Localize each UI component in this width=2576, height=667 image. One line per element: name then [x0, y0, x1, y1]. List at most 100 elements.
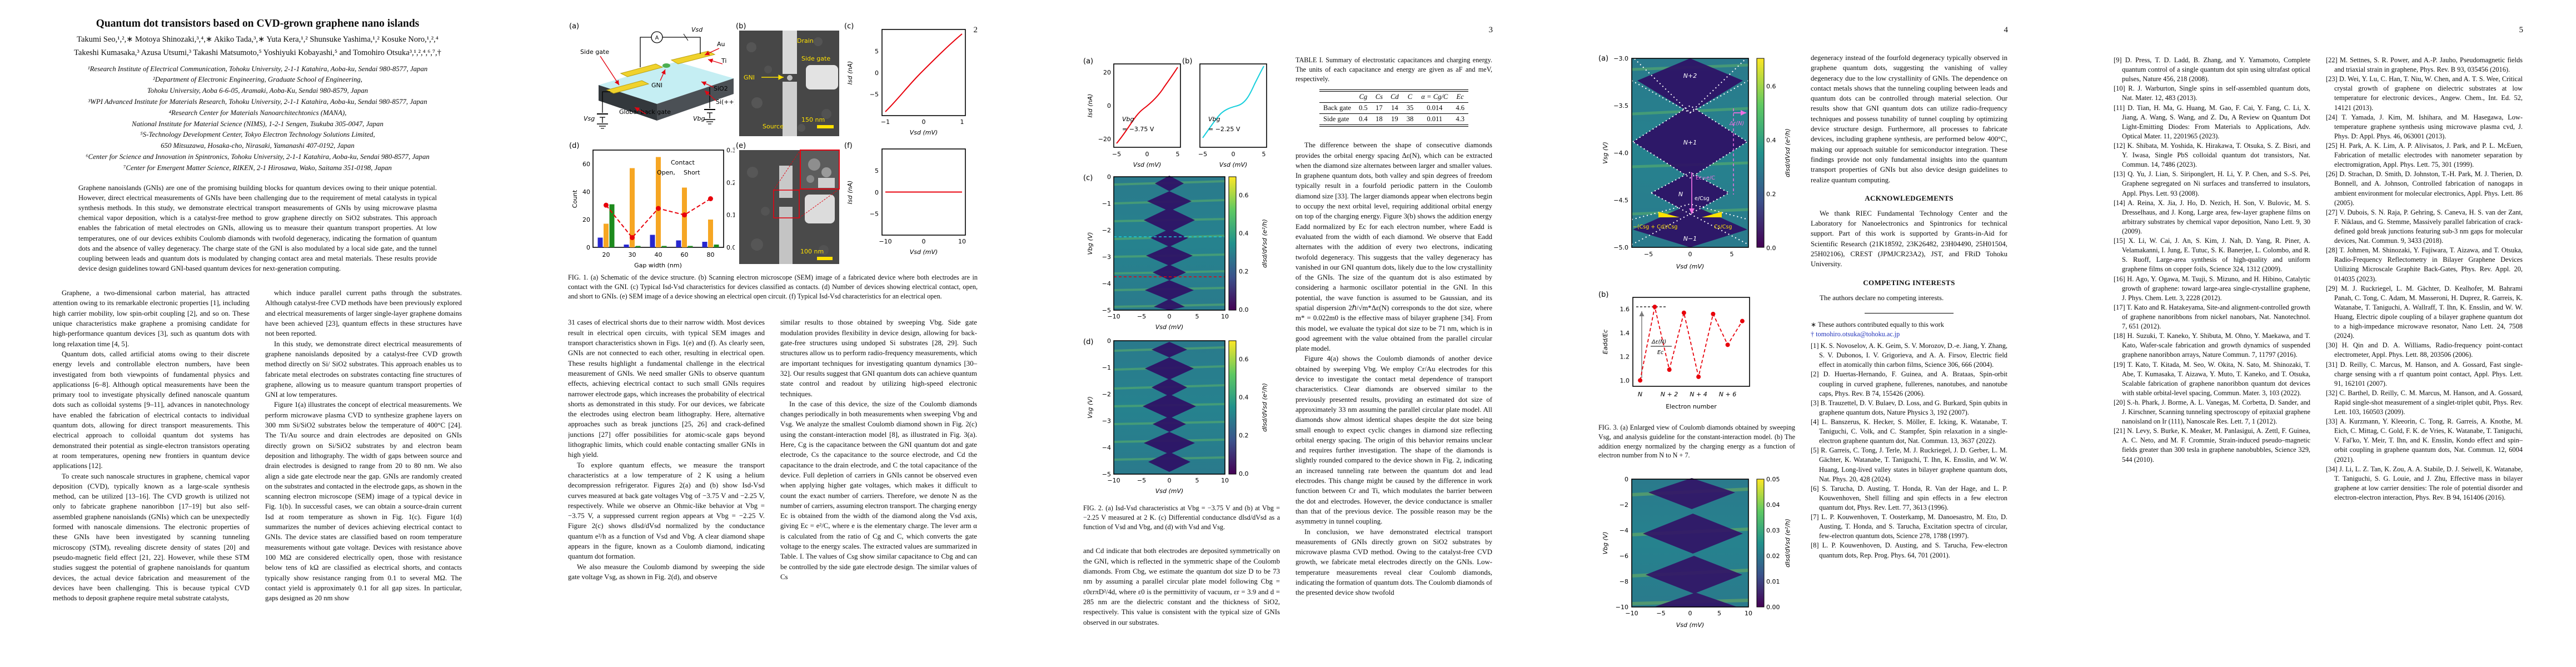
fig3b-ylabel: Eadd/Ec [1602, 330, 1609, 354]
paragraph: To create such nanoscale structures in g… [53, 472, 250, 603]
reference-item: [27] V. Dubois, S. N. Raja, P. Gehring, … [2326, 208, 2523, 245]
svg-text:0.1: 0.1 [726, 212, 735, 219]
fig1c-xticks: −1 0 1 [881, 118, 964, 126]
ammeter-label: A [655, 35, 659, 41]
svg-text:5: 5 [1176, 151, 1180, 158]
fig3a-nm1-label: N−1 [1683, 235, 1697, 242]
svg-text:−2: −2 [1102, 391, 1111, 398]
svg-text:0: 0 [922, 238, 926, 245]
fig1d-y2ticks: 0.0 0.1 0.2 0.3 [726, 147, 735, 251]
page3-col1-text: and Cd indicate that both electrodes are… [1083, 546, 1280, 627]
page4-col2: degeneracy instead of the fourfold degen… [1811, 53, 2007, 645]
fig1a-vbg-label: Vbg [693, 115, 705, 122]
svg-text:0.6: 0.6 [1239, 356, 1249, 363]
fig2-ylabel: Isd (nA) [1087, 94, 1094, 118]
svg-text:−5.0: −5.0 [1613, 244, 1628, 251]
fig1c-panel-label: (c) [844, 22, 854, 31]
fig1f-panel-label: (f) [844, 142, 853, 150]
footnote-email-link[interactable]: † tomohiro.otsuka@tohoku.ac.jp [1811, 330, 1900, 339]
svg-text:1.2: 1.2 [1620, 354, 1630, 361]
page-number: 5 [2519, 26, 2524, 34]
svg-text:−3.5: −3.5 [1613, 102, 1628, 109]
affiliation-line: Tohoku University, Aoba 6-6-05, Aramaki,… [147, 87, 368, 95]
fig1a-side-gate-label: Side gate [580, 48, 609, 56]
table-header-row: Cg Cs Cd C α = Cg/C Ec [1319, 91, 1469, 103]
zoom-region-box [773, 190, 800, 218]
reference-item: [5] R. Garreis, C. Tong, J. Terle, M. J.… [1811, 446, 2007, 483]
th [1319, 91, 1355, 103]
competing-interests-text: The authors declare no competing interes… [1820, 293, 1944, 302]
fig3a-ann5: Cs/Csg [1714, 224, 1732, 230]
page-4: 4 (a) [1546, 0, 2061, 667]
reference-item: [18] H. Suzuki, T. Kaneko, Y. Shibuta, M… [2114, 332, 2310, 359]
page3-columns: (a) (b) 20 0 −20 −5 0 5 −5 0 5 Isd (nA) Vsd (m… [1083, 56, 1493, 628]
svg-text:0.4: 0.4 [1766, 137, 1776, 144]
authors-line-1: Takumi Seo,¹,²,∗ Motoya Shinozaki,³,⁴,∗ … [77, 35, 439, 44]
svg-text:1.6: 1.6 [1620, 306, 1630, 313]
th: Ec [1456, 93, 1464, 101]
paragraph: To explore quantum effects, we measure t… [568, 461, 765, 561]
svg-text:−5: −5 [1102, 307, 1111, 314]
fig2a-note1: Vbg [1122, 116, 1134, 123]
paragraph: In this study, we demonstrate direct ele… [265, 340, 462, 399]
fig1d-histogram: (d) 0 20 40 60 0.0 0.1 0.2 0.3 20 30 40 60 80 Coun… [569, 142, 735, 269]
svg-text:−4: −4 [1102, 280, 1111, 287]
svg-text:0: 0 [1232, 151, 1235, 158]
substrate-front [657, 78, 734, 121]
svg-text:−5: −5 [1198, 151, 1207, 158]
fig3a-ann3: e/Csg [1695, 196, 1710, 202]
svg-text:40: 40 [655, 251, 662, 258]
fig2b-note1: Vbg [1208, 116, 1220, 123]
svg-text:5: 5 [1730, 251, 1734, 258]
reference-item: [24] T. Yamada, J. Kim, M. Ishihara, and… [2326, 113, 2523, 140]
svg-text:−6: −6 [1620, 552, 1628, 560]
svg-text:0.2: 0.2 [1766, 191, 1776, 198]
fig1b-drain-label: Drain [797, 37, 814, 44]
fig2b-xticks: −5 0 5 [1198, 151, 1266, 158]
fig2c-ylabel: Vbg (V) [1087, 232, 1094, 255]
reference-item: [6] S. Tarucha, D. Austing, T. Honda, R.… [1811, 484, 2007, 511]
fig1c-yticks: 5 0 −5 [870, 48, 879, 98]
fig3b-panel-label: (b) [1598, 291, 1608, 299]
svg-text:N: N [1638, 391, 1642, 398]
fig2d-coulomb-map: (d) [1083, 337, 1268, 495]
references-left-column: [9] D. Press, T. D. Ladd, B. Zhang, and … [2114, 56, 2310, 502]
affiliation-line: ²Department of Electronic Engineering, G… [153, 76, 362, 84]
page-number: 2 [973, 26, 978, 34]
affiliation-line: ⁶Center for Science and Innovation in Sp… [86, 153, 430, 161]
reference-item: [20] S.-h. Phark, J. Borme, A. L. Vanega… [2114, 398, 2310, 426]
svg-text:0.00: 0.00 [1766, 604, 1780, 611]
page1-col2: which induce parallel current paths thro… [265, 288, 462, 603]
page-5: 5 [9] D. Press, T. D. Ladd, B. Zhang, an… [2061, 0, 2576, 667]
svg-text:20: 20 [602, 251, 610, 258]
fig3a-cbar-label: dIsd/dVsd (e²/h) [1784, 128, 1791, 177]
reference-item: [2] D. Huertas-Hernando, F. Guinea, and … [1811, 370, 2007, 397]
fig2a-xticks: −5 0 5 [1112, 151, 1180, 158]
fig1b-sem-image: (b) Drain Side gate GNI Source 150 nm [736, 22, 839, 136]
svg-text:−10: −10 [879, 238, 891, 245]
page-3: 3 (a) (b) 20 0 −20 −5 0 5 −5 0 5 Isd (n [1030, 0, 1546, 667]
fig1c-iv-plot: (c) 5 0 −5 −1 0 1 Isd (nA) Vsd (mV) [844, 22, 966, 136]
fig2c-cbar-label: dIsd/dVsd (e²/h) [1261, 219, 1268, 268]
svg-text:60: 60 [582, 161, 590, 168]
svg-text:0.2: 0.2 [726, 179, 735, 186]
svg-text:10: 10 [1745, 610, 1752, 617]
fig3a-xticks: −5 0 5 [1644, 251, 1734, 258]
fig2d-yticks: 0 −1 −2 −3 −4 −5 [1102, 337, 1111, 478]
reference-item: [32] C. Barthel, D. Reilly, C. M. Marcus… [2326, 389, 2523, 416]
th: Cd [1391, 93, 1399, 101]
svg-text:−10: −10 [1107, 313, 1120, 320]
page-2: 2 (a) A Vsd [515, 0, 1030, 667]
reference-item: [23] D. Wei, Y. Lu, C. Han, T. Niu, W. C… [2326, 75, 2523, 112]
fig1d-bars-and-yield [597, 157, 719, 247]
svg-text:0.0: 0.0 [726, 244, 735, 251]
gni-dot [662, 63, 670, 68]
fig3a-cticks: 0.6 0.4 0.2 0.0 [1766, 83, 1776, 252]
svg-text:5: 5 [875, 48, 879, 55]
svg-text:0: 0 [922, 118, 926, 126]
paragraph: We also measure the Coulomb diamond by s… [568, 563, 765, 581]
svg-text:5: 5 [1195, 477, 1199, 484]
th: Cs [1375, 93, 1383, 101]
svg-text:0.01: 0.01 [1766, 578, 1780, 585]
fig3a-ylabel: Vsg (V) [1602, 142, 1609, 164]
